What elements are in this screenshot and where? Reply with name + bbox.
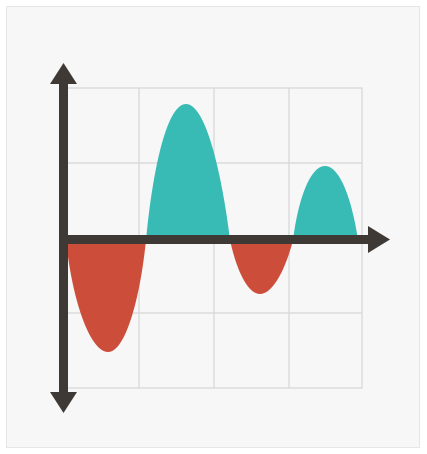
wave-lobes (66, 104, 358, 352)
axes (50, 63, 390, 413)
x-axis-arrow-right (368, 226, 390, 253)
negative-lobe-2 (230, 240, 293, 294)
x-axis-line (63, 235, 373, 244)
y-axis-arrow-up (50, 63, 77, 84)
positive-lobe-1 (146, 104, 230, 240)
negative-lobe-1 (66, 240, 146, 352)
y-axis-arrow-down (50, 392, 77, 413)
positive-lobe-2 (293, 166, 358, 240)
